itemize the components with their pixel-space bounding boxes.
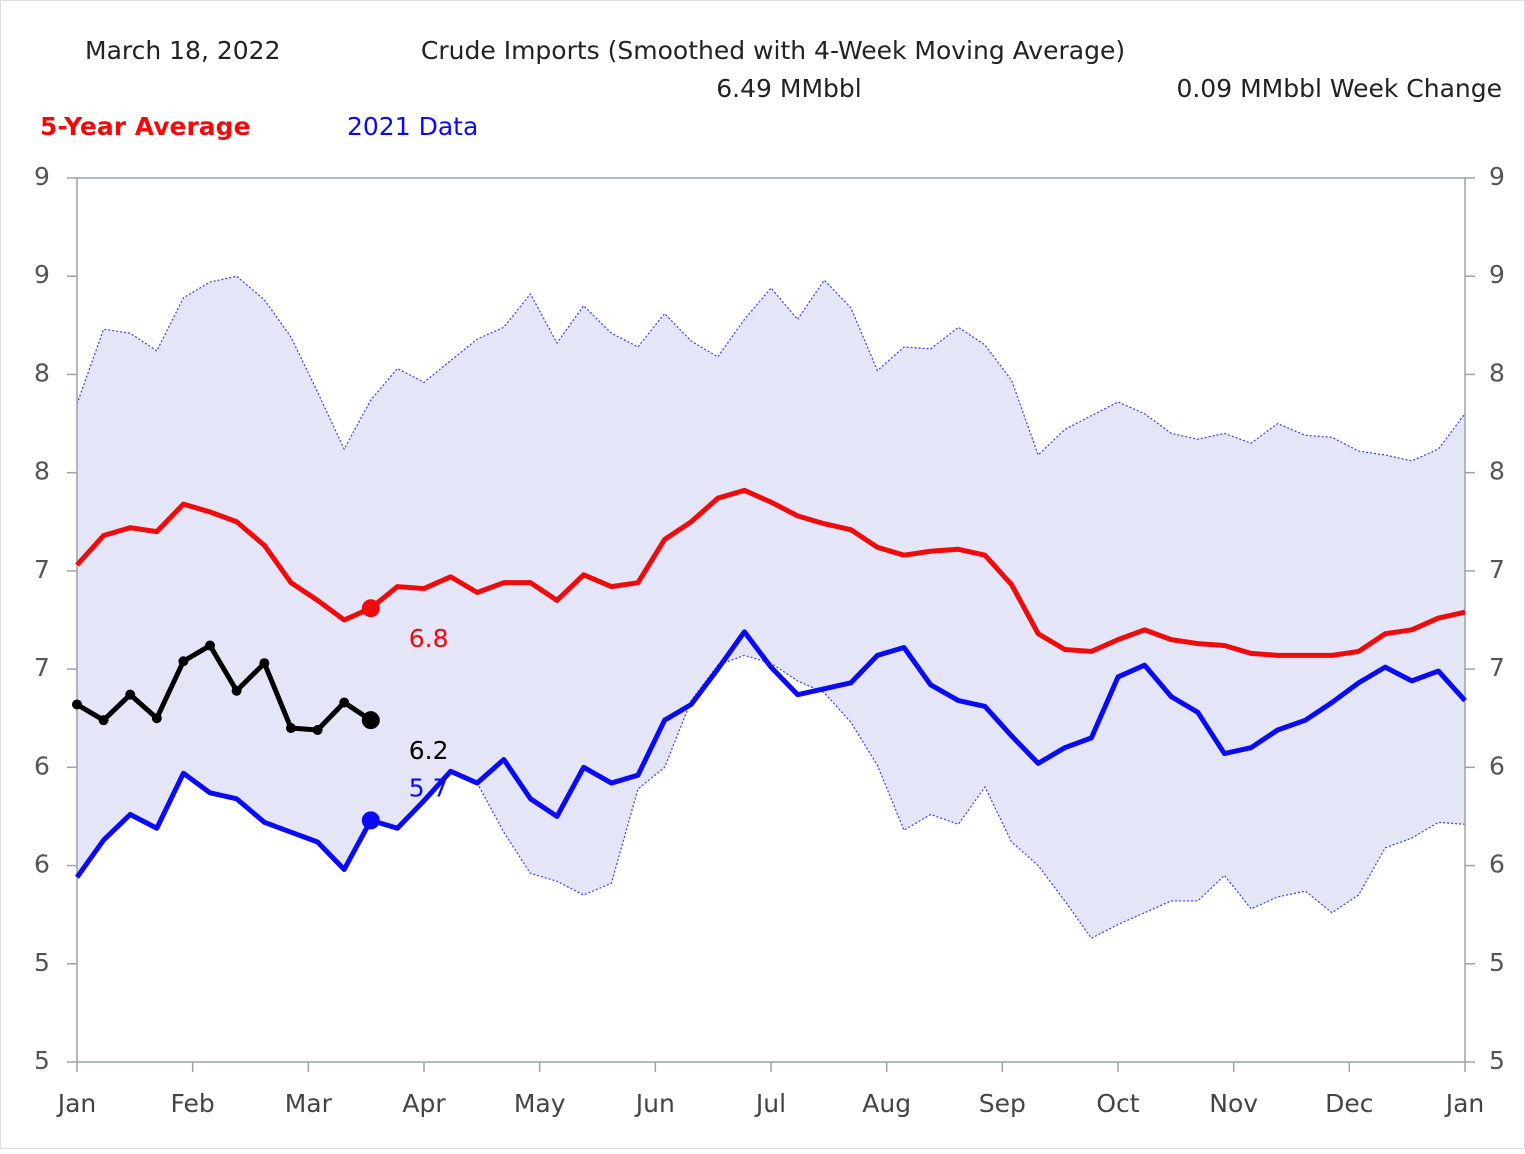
point (98, 715, 109, 726)
x-tick-label: Jul (754, 1089, 786, 1118)
x-tick-label: Nov (1209, 1089, 1258, 1118)
point (339, 697, 350, 708)
y2-tick-label: 6 (1489, 751, 1505, 780)
y2-tick-label: 9 (1489, 260, 1505, 289)
y-tick-label: 5 (34, 1046, 50, 1075)
point (151, 713, 162, 724)
band-fill (77, 276, 1465, 939)
y-tick-label: 9 (34, 260, 50, 289)
point (205, 640, 216, 651)
y2-tick-label: 8 (1489, 457, 1505, 486)
series-line (75, 643, 373, 733)
x-tick-label: Sep (979, 1089, 1026, 1118)
y-tick-label: 8 (34, 457, 50, 486)
x-tick-label: Jan (1444, 1089, 1485, 1118)
x-tick-label: Apr (402, 1089, 446, 1118)
end-marker (361, 711, 380, 730)
y2-tick-label: 9 (1489, 162, 1505, 191)
end-marker (361, 811, 380, 830)
point (259, 658, 270, 669)
x-tick-label: Oct (1096, 1089, 1139, 1118)
y-tick-label: 6 (34, 751, 50, 780)
x-tick-label: May (514, 1089, 566, 1118)
y-tick-label: 7 (34, 555, 50, 584)
y2-tick-label: 5 (1489, 948, 1505, 977)
current-value: 6.49 MMbbl (716, 74, 861, 103)
x-tick-label: Jun (634, 1089, 675, 1118)
value-label: 6.2 (409, 736, 449, 765)
point (312, 725, 323, 736)
y2-tick-label: 8 (1489, 358, 1505, 387)
point (231, 685, 242, 696)
point (285, 723, 296, 734)
x-tick-label: Mar (285, 1089, 333, 1118)
legend-entry: 2021 Data (347, 112, 478, 141)
point (72, 699, 82, 710)
y2-tick-label: 7 (1489, 653, 1505, 682)
y2-tick-label: 7 (1489, 555, 1505, 584)
chart-title: Crude Imports (Smoothed with 4-Week Movi… (421, 36, 1125, 65)
week-change: 0.09 MMbbl Week Change (1176, 74, 1502, 103)
x-tick-label: Jan (56, 1089, 97, 1118)
series-line (75, 487, 1466, 658)
y-tick-label: 5 (34, 948, 50, 977)
point (125, 689, 136, 700)
x-tick-label: Feb (171, 1089, 215, 1118)
y-tick-label: 9 (34, 162, 50, 191)
legend-entry: 5-Year Average (40, 112, 251, 141)
band-upper (76, 275, 1466, 462)
y2-tick-label: 5 (1489, 1046, 1505, 1075)
y-tick-label: 7 (34, 653, 50, 682)
point (178, 656, 189, 667)
x-tick-label: Dec (1325, 1089, 1373, 1118)
y-tick-label: 6 (34, 850, 50, 879)
end-marker (361, 599, 380, 618)
value-label: 6.8 (409, 624, 449, 653)
value-label: 5.7 (409, 773, 449, 802)
y-tick-label: 8 (34, 358, 50, 387)
x-tick-label: Aug (862, 1089, 911, 1118)
series-line (74, 629, 1467, 879)
y2-tick-label: 6 (1489, 850, 1505, 879)
date: March 18, 2022 (85, 36, 280, 65)
